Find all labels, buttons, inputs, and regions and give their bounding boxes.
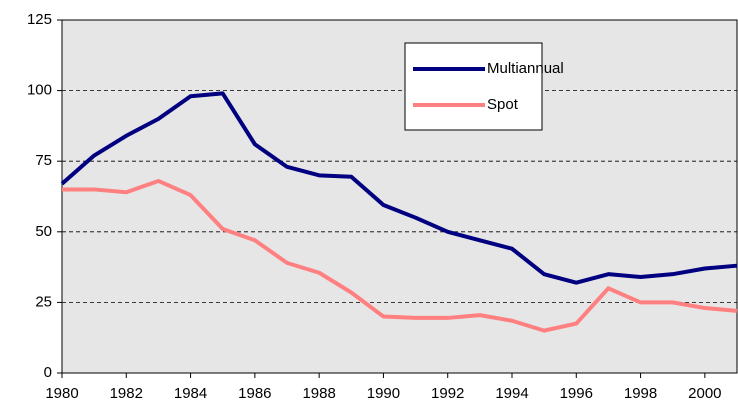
y-tick-label: 100 — [27, 82, 52, 99]
x-tick-label: 1996 — [560, 385, 593, 402]
x-tick-label: 2000 — [688, 385, 721, 402]
y-tick-label: 125 — [27, 11, 52, 28]
series-line — [60, 91, 738, 285]
y-tick-label: 50 — [35, 223, 52, 240]
x-tick-label: 1992 — [431, 385, 464, 402]
plot-area — [61, 19, 738, 374]
legend-label: Spot — [487, 96, 519, 113]
x-tick-label: 1998 — [624, 385, 657, 402]
x-tick-label: 1994 — [495, 385, 528, 402]
x-tick-label: 1988 — [302, 385, 335, 402]
legend — [404, 42, 543, 131]
legend-label: Multiannual — [487, 60, 564, 77]
x-tick-label: 1990 — [367, 385, 400, 402]
x-tick-label: 1984 — [174, 385, 207, 402]
x-tick-label: 1980 — [45, 385, 78, 402]
y-tick-label: 0 — [44, 364, 52, 381]
x-tick-label: 1982 — [110, 385, 143, 402]
series-line — [62, 178, 738, 333]
x-tick-label: 1986 — [238, 385, 271, 402]
y-tick-label: 25 — [35, 293, 52, 310]
y-tick-label: 75 — [35, 152, 52, 169]
